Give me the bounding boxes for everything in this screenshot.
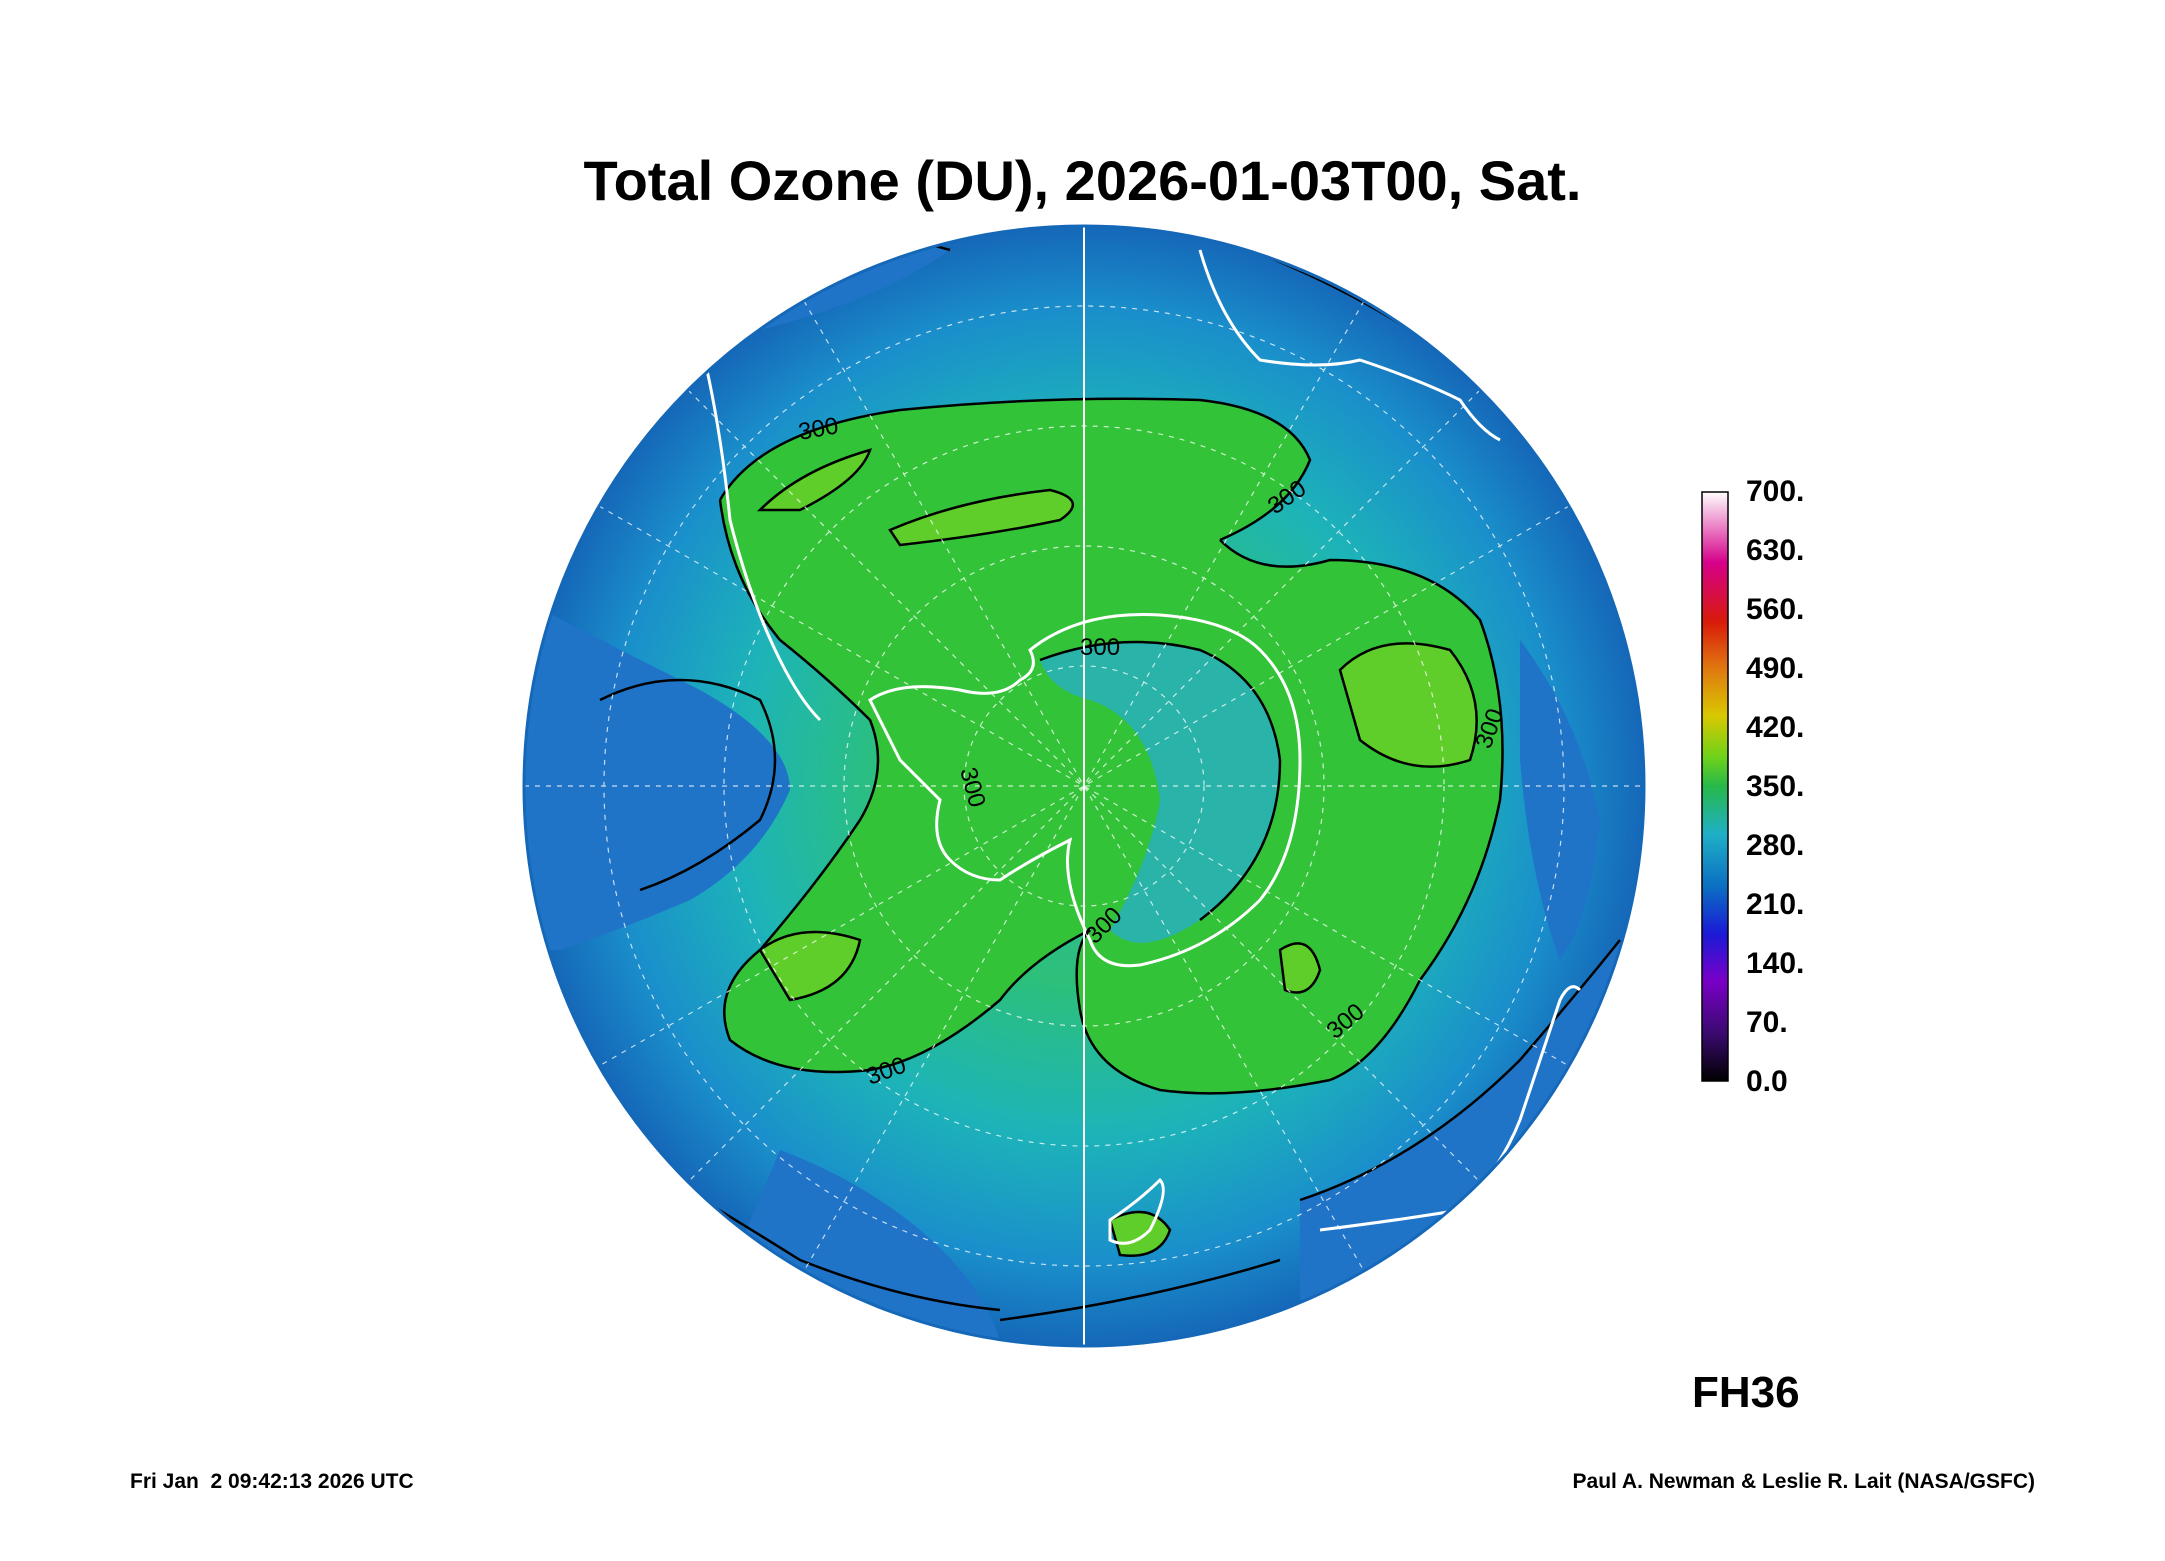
page-title: Total Ozone (DU), 2026-01-03T00, Sat. xyxy=(583,149,1582,212)
colorbar-label: 350. xyxy=(1746,770,1805,803)
colorbar-label: 420. xyxy=(1746,711,1805,744)
footer-timestamp: Fri Jan 2 09:42:13 2026 UTC xyxy=(130,1470,414,1493)
high-ozone-region xyxy=(720,398,1503,1094)
contour-low xyxy=(599,678,777,892)
contour-300 xyxy=(1278,942,1322,994)
contour-low xyxy=(1039,640,1282,921)
polar-low-region xyxy=(1040,642,1280,943)
south-america-coastline xyxy=(698,339,822,722)
low-ozone-region xyxy=(1520,640,1600,960)
footer-credit: Paul A. Newman & Leslie R. Lait (NASA/GS… xyxy=(1572,1470,2035,1493)
contour-low xyxy=(999,1258,1281,1322)
africa-coastline xyxy=(1198,249,1501,442)
colorbar-label: 0.0 xyxy=(1746,1065,1788,1098)
colorbar-label: 210. xyxy=(1746,888,1805,921)
latitude-circle xyxy=(843,545,1325,1027)
contour-300 xyxy=(888,488,1074,547)
low-ozone-region xyxy=(524,600,790,950)
colorbar-label: 560. xyxy=(1746,593,1805,626)
contour-300 xyxy=(1075,929,1331,1095)
antarctica-coastline xyxy=(868,612,1302,968)
peak-ozone-region xyxy=(1280,943,1320,993)
colorbar-label: 490. xyxy=(1746,652,1805,685)
colorbar-label: 140. xyxy=(1746,947,1805,980)
contour-300 xyxy=(756,448,872,512)
contour-300 xyxy=(758,930,862,1002)
peak-ozone-region xyxy=(760,932,860,1000)
contour-300 xyxy=(1219,539,1504,1082)
colorbar xyxy=(1701,491,1729,1082)
peak-ozone-region xyxy=(890,490,1073,545)
australia-coastline xyxy=(1319,985,1582,1232)
contour-300 xyxy=(1108,1210,1172,1257)
forecast-hour-label: FH36 xyxy=(1692,1368,1800,1417)
peak-ozone-region xyxy=(760,450,870,510)
peak-ozone-region xyxy=(1340,643,1477,767)
colorbar-label: 280. xyxy=(1746,829,1805,862)
new-zealand-coastline xyxy=(1108,1177,1165,1245)
contour-300 xyxy=(1338,642,1478,768)
latitude-circle xyxy=(723,425,1445,1147)
contour-label: 300 xyxy=(1080,634,1120,661)
colorbar-label: 700. xyxy=(1746,475,1805,508)
colorbar-label: 630. xyxy=(1746,534,1805,567)
contour-low xyxy=(1299,939,1621,1202)
colorbar-label: 70. xyxy=(1746,1006,1788,1039)
globe-rim xyxy=(522,224,1646,1348)
contour-300 xyxy=(718,397,1312,542)
